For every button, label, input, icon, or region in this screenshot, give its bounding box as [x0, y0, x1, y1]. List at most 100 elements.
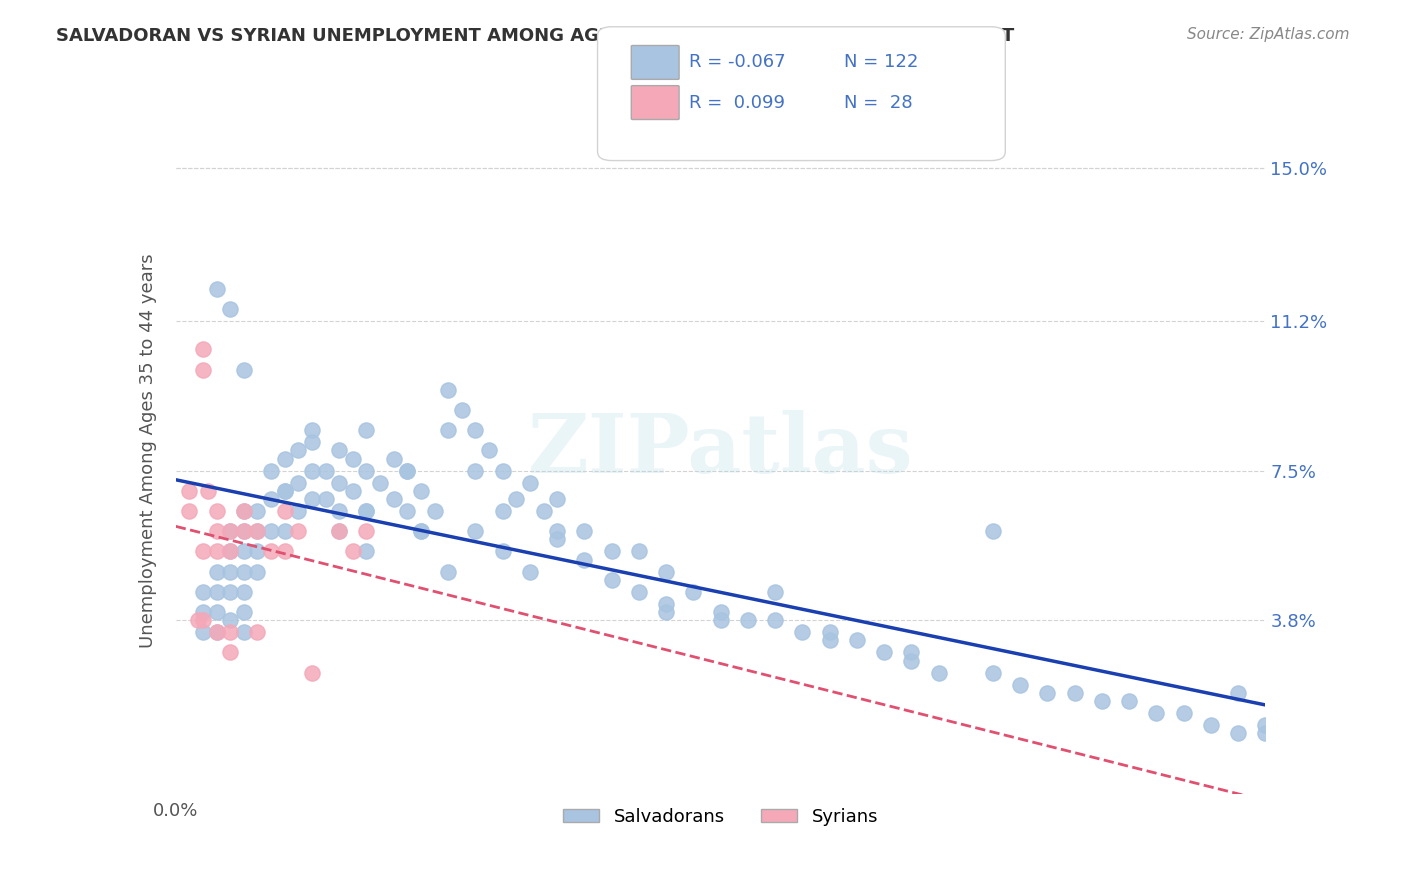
Point: [205, 544, 228, 558]
Point: [737, 613, 759, 627]
Point: [287, 443, 309, 458]
Point: [396, 464, 419, 478]
Point: [260, 491, 283, 506]
Point: [505, 491, 527, 506]
Point: [655, 565, 678, 579]
Point: [205, 585, 228, 599]
Point: [232, 524, 254, 539]
Point: [274, 451, 297, 466]
Point: [179, 504, 201, 518]
Point: [219, 645, 242, 659]
Legend: Salvadorans, Syrians: Salvadorans, Syrians: [555, 800, 886, 833]
Point: [492, 464, 515, 478]
Point: [356, 524, 378, 539]
Point: [260, 464, 283, 478]
Point: [1063, 686, 1085, 700]
Point: [763, 613, 786, 627]
Text: N =  28: N = 28: [844, 94, 912, 112]
Point: [205, 524, 228, 539]
Point: [600, 544, 623, 558]
Point: [981, 524, 1004, 539]
Point: [546, 491, 568, 506]
Point: [437, 423, 460, 437]
Point: [301, 464, 323, 478]
Point: [205, 282, 228, 296]
Point: [792, 625, 814, 640]
Point: [356, 423, 378, 437]
Point: [382, 451, 405, 466]
Point: [246, 524, 269, 539]
Point: [315, 464, 337, 478]
Point: [219, 301, 242, 316]
Point: [845, 633, 868, 648]
Point: [191, 544, 214, 558]
Point: [232, 625, 254, 640]
Point: [900, 654, 922, 668]
Point: [328, 443, 350, 458]
Point: [232, 504, 254, 518]
Point: [328, 524, 350, 539]
Point: [328, 524, 350, 539]
Point: [546, 524, 568, 539]
Point: [1173, 706, 1195, 720]
Point: [1199, 718, 1222, 732]
Point: [205, 605, 228, 619]
Point: [315, 491, 337, 506]
Point: [205, 625, 228, 640]
Point: [191, 343, 214, 357]
Point: [710, 613, 733, 627]
Point: [1254, 726, 1277, 740]
Point: [274, 544, 297, 558]
Point: [342, 483, 364, 498]
Point: [382, 491, 405, 506]
Point: [873, 645, 896, 659]
Point: [818, 625, 841, 640]
Point: [437, 383, 460, 397]
Point: [342, 544, 364, 558]
Point: [191, 362, 214, 376]
Point: [450, 403, 472, 417]
Point: [301, 423, 323, 437]
Y-axis label: Unemployment Among Ages 35 to 44 years: Unemployment Among Ages 35 to 44 years: [139, 253, 157, 648]
Point: [1010, 678, 1032, 692]
Point: [232, 524, 254, 539]
Point: [900, 645, 922, 659]
Point: [1118, 694, 1140, 708]
Point: [287, 475, 309, 490]
Point: [219, 613, 242, 627]
Point: [423, 504, 446, 518]
Point: [356, 544, 378, 558]
Point: [232, 504, 254, 518]
Point: [396, 504, 419, 518]
Point: [1036, 686, 1059, 700]
Point: [600, 573, 623, 587]
Point: [260, 524, 283, 539]
Point: [232, 605, 254, 619]
Point: [356, 504, 378, 518]
Point: [232, 565, 254, 579]
Point: [274, 483, 297, 498]
Point: [246, 625, 269, 640]
Point: [287, 524, 309, 539]
Point: [219, 565, 242, 579]
Point: [232, 585, 254, 599]
Point: [1227, 686, 1250, 700]
Point: [191, 605, 214, 619]
Point: [274, 504, 297, 518]
Point: [205, 504, 228, 518]
Point: [356, 504, 378, 518]
Point: [232, 544, 254, 558]
Point: [519, 565, 541, 579]
Point: [186, 613, 209, 627]
Point: [287, 504, 309, 518]
Point: [464, 524, 486, 539]
Point: [1254, 718, 1277, 732]
Point: [191, 625, 214, 640]
Point: [655, 605, 678, 619]
Point: [710, 605, 733, 619]
Point: [328, 475, 350, 490]
Point: [546, 533, 568, 547]
Point: [1227, 726, 1250, 740]
Point: [574, 524, 596, 539]
Point: [655, 597, 678, 611]
